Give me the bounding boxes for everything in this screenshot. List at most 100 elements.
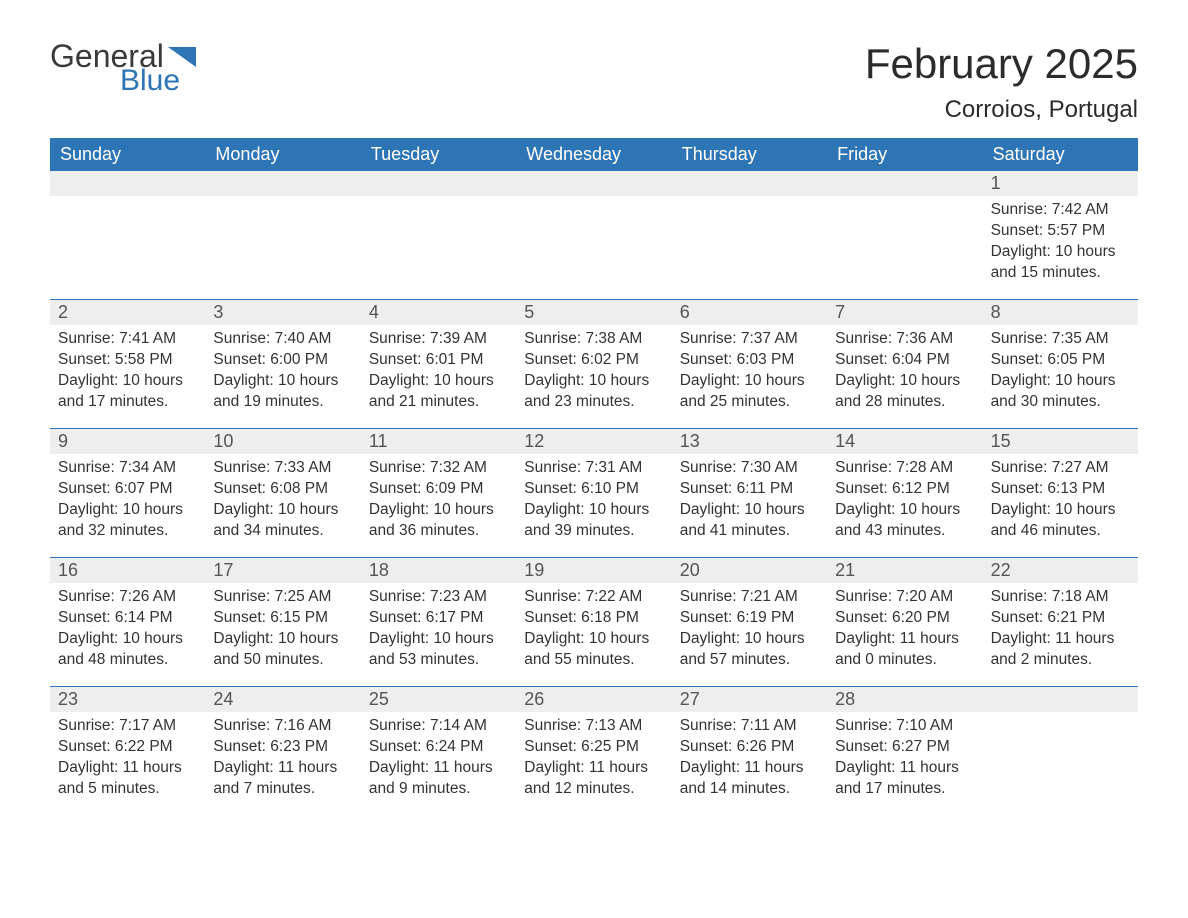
location-title: Corroios, Portugal xyxy=(865,96,1138,124)
sunrise-text: Sunrise: 7:10 AM xyxy=(835,716,974,736)
day-number xyxy=(50,171,205,196)
day-body: Sunrise: 7:22 AMSunset: 6:18 PMDaylight:… xyxy=(516,583,671,682)
sunset-text: Sunset: 6:11 PM xyxy=(680,479,819,499)
sunset-text: Sunset: 6:14 PM xyxy=(58,608,197,628)
week-row: 16Sunrise: 7:26 AMSunset: 6:14 PMDayligh… xyxy=(50,557,1138,686)
logo-text-blue: Blue xyxy=(120,66,180,96)
daylight-text-1: Daylight: 10 hours xyxy=(58,500,197,520)
daylight-text-2: and 21 minutes. xyxy=(369,392,508,412)
daylight-text-2: and 39 minutes. xyxy=(524,521,663,541)
daylight-text-1: Daylight: 11 hours xyxy=(835,629,974,649)
title-block: February 2025 Corroios, Portugal xyxy=(865,40,1138,124)
day-number: 2 xyxy=(50,300,205,325)
day-cell: 27Sunrise: 7:11 AMSunset: 6:26 PMDayligh… xyxy=(672,687,827,815)
day-cell: 14Sunrise: 7:28 AMSunset: 6:12 PMDayligh… xyxy=(827,429,982,557)
day-number: 24 xyxy=(205,687,360,712)
daylight-text-1: Daylight: 10 hours xyxy=(680,629,819,649)
day-body: Sunrise: 7:26 AMSunset: 6:14 PMDaylight:… xyxy=(50,583,205,682)
month-title: February 2025 xyxy=(865,40,1138,88)
sunset-text: Sunset: 6:05 PM xyxy=(991,350,1130,370)
sunrise-text: Sunrise: 7:42 AM xyxy=(991,200,1130,220)
day-cell: 9Sunrise: 7:34 AMSunset: 6:07 PMDaylight… xyxy=(50,429,205,557)
daylight-text-2: and 0 minutes. xyxy=(835,650,974,670)
day-number: 27 xyxy=(672,687,827,712)
daylight-text-2: and 17 minutes. xyxy=(58,392,197,412)
sunrise-text: Sunrise: 7:32 AM xyxy=(369,458,508,478)
sunset-text: Sunset: 6:21 PM xyxy=(991,608,1130,628)
day-number: 1 xyxy=(983,171,1138,196)
daylight-text-1: Daylight: 10 hours xyxy=(991,371,1130,391)
day-body: Sunrise: 7:13 AMSunset: 6:25 PMDaylight:… xyxy=(516,712,671,811)
day-number: 25 xyxy=(361,687,516,712)
logo: General Blue xyxy=(50,40,196,96)
sunrise-text: Sunrise: 7:37 AM xyxy=(680,329,819,349)
day-cell: 21Sunrise: 7:20 AMSunset: 6:20 PMDayligh… xyxy=(827,558,982,686)
day-cell xyxy=(50,171,205,299)
day-number xyxy=(672,171,827,196)
sunset-text: Sunset: 6:18 PM xyxy=(524,608,663,628)
sunset-text: Sunset: 6:09 PM xyxy=(369,479,508,499)
weekday-header: Friday xyxy=(827,138,982,171)
daylight-text-2: and 43 minutes. xyxy=(835,521,974,541)
day-cell xyxy=(361,171,516,299)
day-cell: 1Sunrise: 7:42 AMSunset: 5:57 PMDaylight… xyxy=(983,171,1138,299)
sunrise-text: Sunrise: 7:40 AM xyxy=(213,329,352,349)
day-cell: 4Sunrise: 7:39 AMSunset: 6:01 PMDaylight… xyxy=(361,300,516,428)
day-number: 20 xyxy=(672,558,827,583)
sunrise-text: Sunrise: 7:16 AM xyxy=(213,716,352,736)
day-body: Sunrise: 7:36 AMSunset: 6:04 PMDaylight:… xyxy=(827,325,982,424)
day-cell: 7Sunrise: 7:36 AMSunset: 6:04 PMDaylight… xyxy=(827,300,982,428)
sunrise-text: Sunrise: 7:33 AM xyxy=(213,458,352,478)
day-cell: 28Sunrise: 7:10 AMSunset: 6:27 PMDayligh… xyxy=(827,687,982,815)
sunrise-text: Sunrise: 7:30 AM xyxy=(680,458,819,478)
day-body: Sunrise: 7:31 AMSunset: 6:10 PMDaylight:… xyxy=(516,454,671,553)
daylight-text-2: and 28 minutes. xyxy=(835,392,974,412)
day-cell: 22Sunrise: 7:18 AMSunset: 6:21 PMDayligh… xyxy=(983,558,1138,686)
week-row: 1Sunrise: 7:42 AMSunset: 5:57 PMDaylight… xyxy=(50,171,1138,299)
sunrise-text: Sunrise: 7:18 AM xyxy=(991,587,1130,607)
day-cell: 2Sunrise: 7:41 AMSunset: 5:58 PMDaylight… xyxy=(50,300,205,428)
daylight-text-1: Daylight: 10 hours xyxy=(680,371,819,391)
day-cell: 20Sunrise: 7:21 AMSunset: 6:19 PMDayligh… xyxy=(672,558,827,686)
day-body: Sunrise: 7:40 AMSunset: 6:00 PMDaylight:… xyxy=(205,325,360,424)
sunrise-text: Sunrise: 7:35 AM xyxy=(991,329,1130,349)
daylight-text-1: Daylight: 10 hours xyxy=(213,500,352,520)
day-number: 11 xyxy=(361,429,516,454)
day-number: 14 xyxy=(827,429,982,454)
day-number: 12 xyxy=(516,429,671,454)
weekday-header: Tuesday xyxy=(361,138,516,171)
day-cell: 8Sunrise: 7:35 AMSunset: 6:05 PMDaylight… xyxy=(983,300,1138,428)
day-body: Sunrise: 7:10 AMSunset: 6:27 PMDaylight:… xyxy=(827,712,982,811)
sunset-text: Sunset: 6:00 PM xyxy=(213,350,352,370)
daylight-text-2: and 15 minutes. xyxy=(991,263,1130,283)
daylight-text-1: Daylight: 11 hours xyxy=(213,758,352,778)
daylight-text-2: and 34 minutes. xyxy=(213,521,352,541)
day-body: Sunrise: 7:14 AMSunset: 6:24 PMDaylight:… xyxy=(361,712,516,811)
sunset-text: Sunset: 6:13 PM xyxy=(991,479,1130,499)
daylight-text-2: and 50 minutes. xyxy=(213,650,352,670)
daylight-text-2: and 41 minutes. xyxy=(680,521,819,541)
daylight-text-1: Daylight: 11 hours xyxy=(369,758,508,778)
page-header: General Blue February 2025 Corroios, Por… xyxy=(50,40,1138,124)
day-body: Sunrise: 7:37 AMSunset: 6:03 PMDaylight:… xyxy=(672,325,827,424)
day-body: Sunrise: 7:20 AMSunset: 6:20 PMDaylight:… xyxy=(827,583,982,682)
day-body: Sunrise: 7:38 AMSunset: 6:02 PMDaylight:… xyxy=(516,325,671,424)
day-body: Sunrise: 7:17 AMSunset: 6:22 PMDaylight:… xyxy=(50,712,205,811)
week-row: 2Sunrise: 7:41 AMSunset: 5:58 PMDaylight… xyxy=(50,299,1138,428)
weekday-header: Saturday xyxy=(983,138,1138,171)
day-cell: 17Sunrise: 7:25 AMSunset: 6:15 PMDayligh… xyxy=(205,558,360,686)
weekday-header-row: SundayMondayTuesdayWednesdayThursdayFrid… xyxy=(50,138,1138,171)
day-number: 23 xyxy=(50,687,205,712)
weeks-container: 1Sunrise: 7:42 AMSunset: 5:57 PMDaylight… xyxy=(50,171,1138,815)
day-cell: 13Sunrise: 7:30 AMSunset: 6:11 PMDayligh… xyxy=(672,429,827,557)
day-number: 13 xyxy=(672,429,827,454)
daylight-text-1: Daylight: 11 hours xyxy=(991,629,1130,649)
day-number: 6 xyxy=(672,300,827,325)
day-number: 7 xyxy=(827,300,982,325)
sunrise-text: Sunrise: 7:38 AM xyxy=(524,329,663,349)
sunrise-text: Sunrise: 7:21 AM xyxy=(680,587,819,607)
day-number: 10 xyxy=(205,429,360,454)
daylight-text-2: and 2 minutes. xyxy=(991,650,1130,670)
daylight-text-2: and 32 minutes. xyxy=(58,521,197,541)
day-number: 21 xyxy=(827,558,982,583)
